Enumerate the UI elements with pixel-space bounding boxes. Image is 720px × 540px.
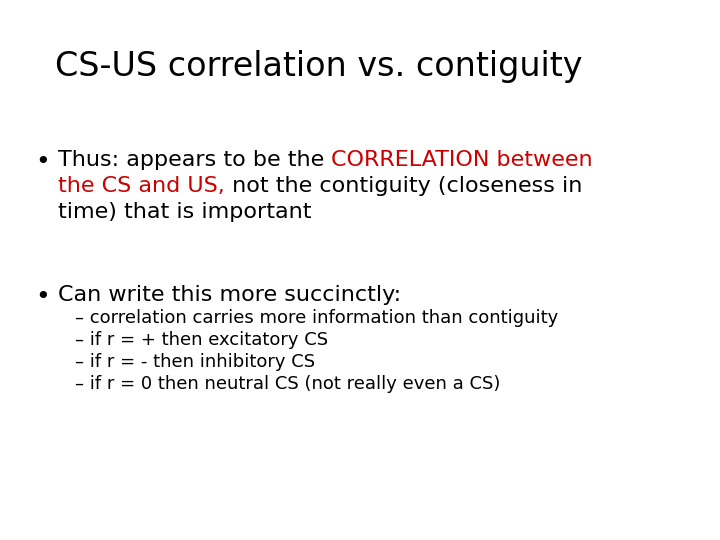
Text: time) that is important: time) that is important <box>58 202 312 222</box>
Text: Thus: appears to be the: Thus: appears to be the <box>58 150 331 170</box>
Text: •: • <box>35 285 50 309</box>
Text: CORRELATION between: CORRELATION between <box>331 150 593 170</box>
Text: – if r = + then excitatory CS: – if r = + then excitatory CS <box>75 331 328 349</box>
Text: CS-US correlation vs. contiguity: CS-US correlation vs. contiguity <box>55 50 582 83</box>
Text: – if r = - then inhibitory CS: – if r = - then inhibitory CS <box>75 353 315 371</box>
Text: •: • <box>35 150 50 174</box>
Text: not the contiguity (closeness in: not the contiguity (closeness in <box>225 176 582 196</box>
Text: – correlation carries more information than contiguity: – correlation carries more information t… <box>75 309 558 327</box>
Text: the CS and US,: the CS and US, <box>58 176 225 196</box>
Text: – if r = 0 then neutral CS (not really even a CS): – if r = 0 then neutral CS (not really e… <box>75 375 500 393</box>
Text: Can write this more succinctly:: Can write this more succinctly: <box>58 285 401 305</box>
